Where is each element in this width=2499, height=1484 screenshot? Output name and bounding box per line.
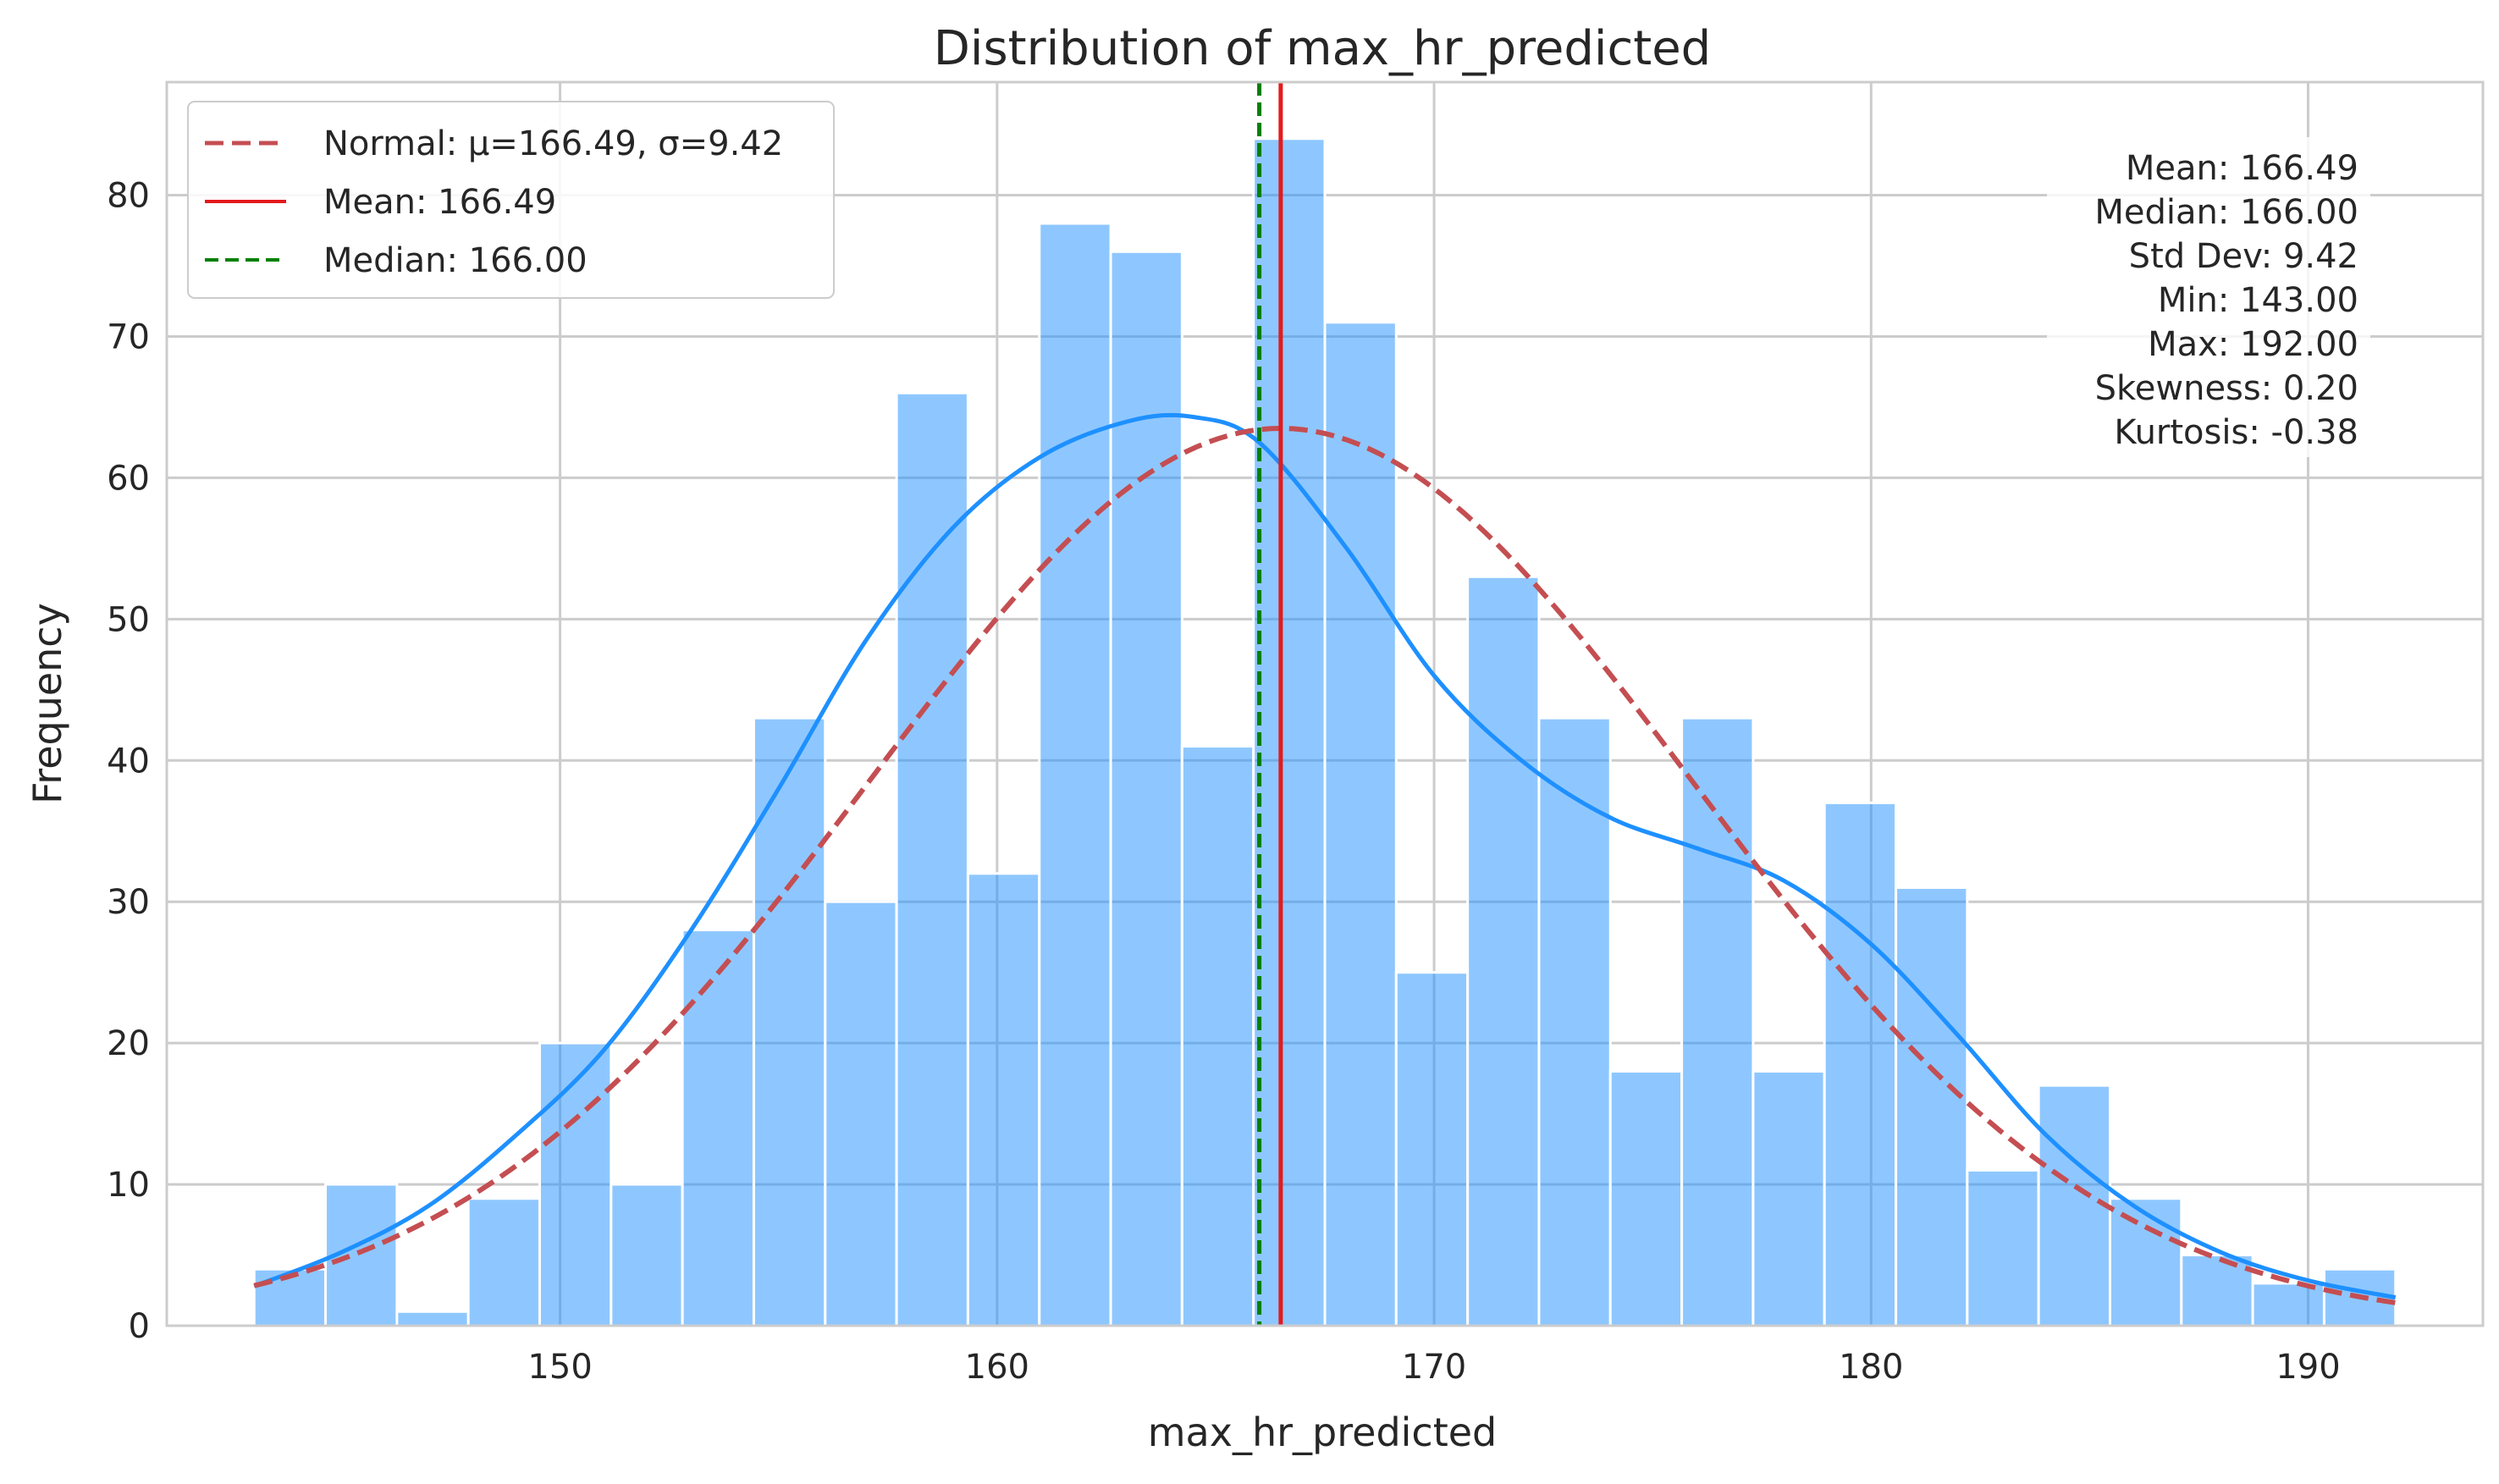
- stat-std-dev: Std Dev: 9.42: [2129, 237, 2358, 276]
- legend-label-normal: Normal: μ=166.49, σ=9.42: [323, 124, 783, 163]
- stat-mean: Mean: 166.49: [2126, 149, 2358, 188]
- x-tick-label: 190: [2276, 1348, 2340, 1387]
- histogram-bar: [1038, 222, 1112, 1327]
- kde-curve: [253, 412, 2397, 1300]
- x-tick-label: 160: [965, 1348, 1029, 1387]
- y-tick-label: 50: [107, 600, 150, 639]
- y-tick-label: 60: [107, 459, 150, 498]
- legend-label-median: Median: 166.00: [323, 241, 588, 280]
- histogram-bar: [466, 1197, 541, 1327]
- histogram-bar: [538, 1041, 613, 1327]
- histogram-bar: [1323, 321, 1398, 1327]
- y-tick-label: 40: [107, 742, 150, 781]
- histogram-bar: [2109, 1197, 2183, 1327]
- y-tick-label: 70: [107, 317, 150, 356]
- chart-title: Distribution of max_hr_predicted: [934, 21, 1711, 76]
- histogram-bar: [610, 1183, 684, 1327]
- y-tick-label: 0: [129, 1307, 150, 1346]
- y-tick-label: 30: [107, 883, 150, 922]
- histogram-bar: [1966, 1168, 2040, 1327]
- y-axis-label: Frequency: [25, 603, 70, 804]
- y-tick-label: 80: [107, 177, 150, 216]
- legend: Normal: μ=166.49, σ=9.42 Mean: 166.49 Me…: [187, 101, 835, 299]
- histogram-bar: [1252, 137, 1327, 1327]
- stat-max: Max: 192.00: [2148, 325, 2358, 364]
- stat-kurtosis: Kurtosis: -0.38: [2114, 413, 2358, 452]
- stat-median: Median: 166.00: [2094, 193, 2358, 232]
- histogram-bar: [1895, 886, 1969, 1327]
- histogram-bar: [395, 1310, 470, 1327]
- histogram-bar: [1537, 716, 1612, 1327]
- histogram-bar: [966, 872, 1041, 1327]
- histogram-bar: [895, 391, 969, 1327]
- stat-min: Min: 143.00: [2158, 281, 2358, 320]
- reference-lines: [1257, 82, 1283, 1326]
- histogram-bar: [1109, 250, 1183, 1327]
- legend-label-mean: Mean: 166.49: [323, 183, 556, 222]
- x-tick-label: 170: [1402, 1348, 1466, 1387]
- y-axis-ticks: 0 10 20 30 40 50 60 70 80: [107, 177, 150, 1346]
- histogram-bar: [1752, 1070, 1826, 1327]
- histogram-bar: [1394, 971, 1470, 1327]
- x-axis-label: max_hr_predicted: [1148, 1410, 1498, 1455]
- statistics-box-background: [2047, 137, 2370, 457]
- x-tick-label: 180: [1839, 1348, 1903, 1387]
- normal-fit-curve: [253, 425, 2397, 1305]
- legend-box: [187, 101, 835, 299]
- x-axis-ticks: 150 160 170 180 190: [527, 1348, 2340, 1387]
- stat-skewness: Skewness: 0.20: [2095, 369, 2358, 408]
- histogram-bar: [681, 929, 755, 1327]
- statistics-box: Mean: 166.49 Median: 166.00 Std Dev: 9.4…: [2047, 137, 2370, 457]
- histogram-bar: [2037, 1084, 2112, 1327]
- y-tick-label: 10: [107, 1166, 150, 1205]
- histogram-bar: [1180, 745, 1255, 1327]
- histogram-bar: [1466, 575, 1541, 1327]
- histogram-bar: [1608, 1070, 1684, 1327]
- y-tick-label: 20: [107, 1024, 150, 1063]
- histogram-bar: [2180, 1254, 2254, 1327]
- histogram-bars: [252, 137, 2397, 1327]
- curves: [253, 412, 2397, 1305]
- histogram-bar: [752, 716, 827, 1327]
- plot-frame: [165, 80, 2485, 1327]
- x-tick-label: 150: [527, 1348, 592, 1387]
- histogram-bar: [1823, 801, 1898, 1327]
- histogram-bar: [1680, 716, 1755, 1327]
- histogram-bar: [824, 900, 898, 1327]
